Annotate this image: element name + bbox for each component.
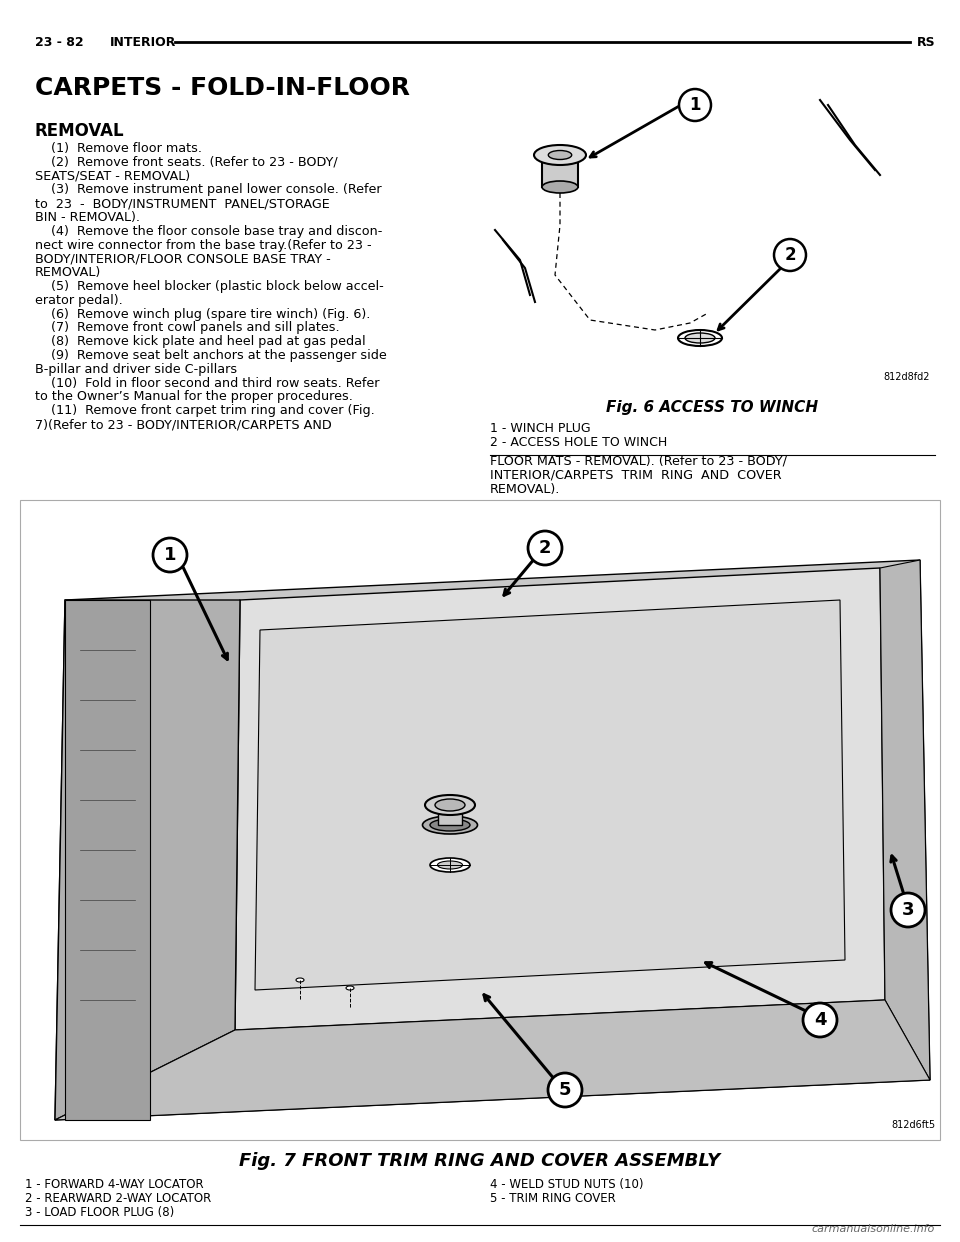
Text: (6)  Remove winch plug (spare tire winch) (Fig. 6).: (6) Remove winch plug (spare tire winch)… xyxy=(35,308,371,320)
Text: 3: 3 xyxy=(901,900,914,919)
Polygon shape xyxy=(55,560,930,1120)
Text: Fig. 6 ACCESS TO WINCH: Fig. 6 ACCESS TO WINCH xyxy=(607,400,819,415)
Text: 1: 1 xyxy=(164,546,177,564)
Text: carmanualsonline.info: carmanualsonline.info xyxy=(812,1225,935,1235)
Polygon shape xyxy=(55,1000,930,1120)
Text: (1)  Remove floor mats.: (1) Remove floor mats. xyxy=(35,142,202,155)
Text: (8)  Remove kick plate and heel pad at gas pedal: (8) Remove kick plate and heel pad at ga… xyxy=(35,335,366,348)
Text: erator pedal).: erator pedal). xyxy=(35,294,123,307)
Ellipse shape xyxy=(548,150,572,159)
Ellipse shape xyxy=(438,861,463,869)
Ellipse shape xyxy=(430,818,470,831)
Text: 23 - 82: 23 - 82 xyxy=(35,36,84,48)
Text: to the Owner’s Manual for the proper procedures.: to the Owner’s Manual for the proper pro… xyxy=(35,390,353,404)
Text: REMOVAL: REMOVAL xyxy=(35,122,125,140)
Polygon shape xyxy=(235,568,885,1030)
Circle shape xyxy=(891,893,925,927)
Text: CARPETS - FOLD-IN-FLOOR: CARPETS - FOLD-IN-FLOOR xyxy=(35,76,410,101)
Text: 1 - WINCH PLUG: 1 - WINCH PLUG xyxy=(490,422,590,435)
FancyBboxPatch shape xyxy=(438,805,462,825)
Text: 5 - TRIM RING COVER: 5 - TRIM RING COVER xyxy=(490,1192,615,1205)
Text: 5: 5 xyxy=(559,1081,571,1099)
FancyBboxPatch shape xyxy=(20,501,940,1140)
FancyBboxPatch shape xyxy=(542,155,578,188)
Text: nect wire connector from the base tray.(Refer to 23 -: nect wire connector from the base tray.(… xyxy=(35,238,372,252)
Text: 4 - WELD STUD NUTS (10): 4 - WELD STUD NUTS (10) xyxy=(490,1177,643,1191)
Text: (10)  Fold in floor second and third row seats. Refer: (10) Fold in floor second and third row … xyxy=(35,376,379,390)
Text: 7)(Refer to 23 - BODY/INTERIOR/CARPETS AND: 7)(Refer to 23 - BODY/INTERIOR/CARPETS A… xyxy=(35,419,332,431)
Text: 4: 4 xyxy=(814,1011,827,1030)
Text: REMOVAL): REMOVAL) xyxy=(35,266,101,279)
Text: to  23  -  BODY/INSTRUMENT  PANEL/STORAGE: to 23 - BODY/INSTRUMENT PANEL/STORAGE xyxy=(35,197,329,210)
Text: Fig. 7 FRONT TRIM RING AND COVER ASSEMBLY: Fig. 7 FRONT TRIM RING AND COVER ASSEMBL… xyxy=(239,1153,721,1170)
Text: BIN - REMOVAL).: BIN - REMOVAL). xyxy=(35,211,140,224)
Text: FLOOR MATS - REMOVAL). (Refer to 23 - BODY/: FLOOR MATS - REMOVAL). (Refer to 23 - BO… xyxy=(490,455,787,468)
Circle shape xyxy=(774,238,806,271)
Circle shape xyxy=(548,1073,582,1107)
Ellipse shape xyxy=(678,330,722,347)
Text: 2 - ACCESS HOLE TO WINCH: 2 - ACCESS HOLE TO WINCH xyxy=(490,436,667,450)
Text: INTERIOR/CARPETS  TRIM  RING  AND  COVER: INTERIOR/CARPETS TRIM RING AND COVER xyxy=(490,468,781,482)
Text: (9)  Remove seat belt anchors at the passenger side: (9) Remove seat belt anchors at the pass… xyxy=(35,349,387,361)
Text: (7)  Remove front cowl panels and sill plates.: (7) Remove front cowl panels and sill pl… xyxy=(35,322,340,334)
Text: 2: 2 xyxy=(784,246,796,265)
Ellipse shape xyxy=(685,333,715,343)
Text: SEATS/SEAT - REMOVAL): SEATS/SEAT - REMOVAL) xyxy=(35,170,190,183)
Text: (2)  Remove front seats. (Refer to 23 - BODY/: (2) Remove front seats. (Refer to 23 - B… xyxy=(35,155,338,169)
Ellipse shape xyxy=(425,795,475,815)
Text: 1: 1 xyxy=(689,96,701,114)
Ellipse shape xyxy=(296,977,304,982)
Text: 2 - REARWARD 2-WAY LOCATOR: 2 - REARWARD 2-WAY LOCATOR xyxy=(25,1192,211,1205)
Ellipse shape xyxy=(346,986,354,990)
Polygon shape xyxy=(880,560,930,1081)
Circle shape xyxy=(153,538,187,573)
Circle shape xyxy=(803,1004,837,1037)
Ellipse shape xyxy=(534,145,586,165)
Text: 3 - LOAD FLOOR PLUG (8): 3 - LOAD FLOOR PLUG (8) xyxy=(25,1206,175,1218)
Text: (3)  Remove instrument panel lower console. (Refer: (3) Remove instrument panel lower consol… xyxy=(35,184,382,196)
Text: RS: RS xyxy=(917,36,935,48)
Ellipse shape xyxy=(430,858,470,872)
Polygon shape xyxy=(255,600,845,990)
Ellipse shape xyxy=(435,799,465,811)
Text: 1 - FORWARD 4-WAY LOCATOR: 1 - FORWARD 4-WAY LOCATOR xyxy=(25,1177,204,1191)
Circle shape xyxy=(528,532,562,565)
Text: 812d8fd2: 812d8fd2 xyxy=(883,373,930,383)
Polygon shape xyxy=(55,600,240,1120)
Text: (11)  Remove front carpet trim ring and cover (Fig.: (11) Remove front carpet trim ring and c… xyxy=(35,404,374,417)
Circle shape xyxy=(679,89,711,120)
Text: (4)  Remove the floor console base tray and discon-: (4) Remove the floor console base tray a… xyxy=(35,225,382,237)
Ellipse shape xyxy=(542,181,578,193)
Polygon shape xyxy=(65,600,150,1120)
Text: (5)  Remove heel blocker (plastic block below accel-: (5) Remove heel blocker (plastic block b… xyxy=(35,279,384,293)
Text: 812d6ft5: 812d6ft5 xyxy=(891,1120,935,1130)
Text: REMOVAL).: REMOVAL). xyxy=(490,483,561,496)
Text: 2: 2 xyxy=(539,539,551,556)
Text: INTERIOR: INTERIOR xyxy=(110,36,177,48)
Text: BODY/INTERIOR/FLOOR CONSOLE BASE TRAY -: BODY/INTERIOR/FLOOR CONSOLE BASE TRAY - xyxy=(35,252,331,266)
Ellipse shape xyxy=(422,816,477,833)
Text: B-pillar and driver side C-pillars: B-pillar and driver side C-pillars xyxy=(35,363,237,376)
